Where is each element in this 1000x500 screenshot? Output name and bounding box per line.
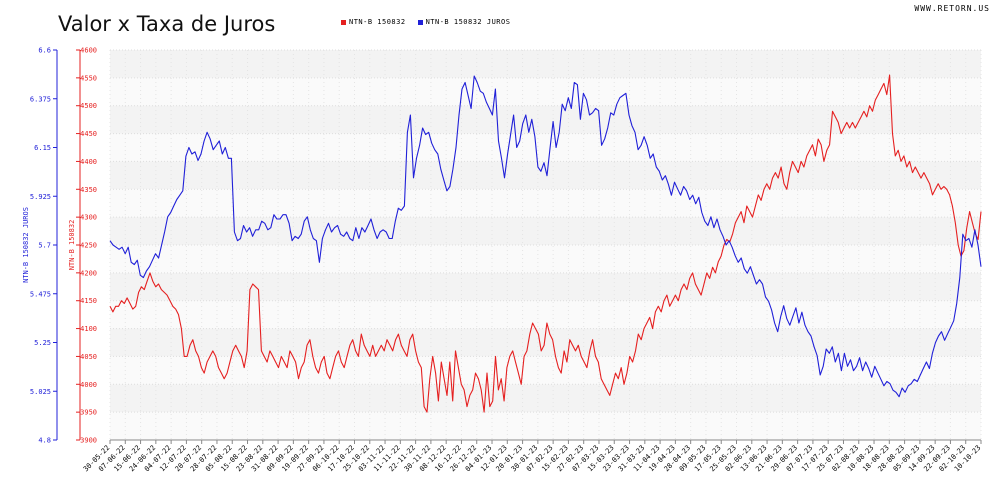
y-outer-axis-title: NTN-B 150832 JUROS [22,207,30,283]
y-inner-tick-label: 4150 [80,297,97,305]
y-inner-tick-label: 4600 [80,47,97,55]
legend-label-price: NTN-B 150832 [349,18,406,26]
y-outer-tick-label: 5.025 [30,388,51,396]
y-outer-tick-label: 6.15 [34,144,51,152]
plot-band [110,272,981,301]
legend-label-rate: NTN-B 150832 JUROS [425,18,511,26]
plot-band [110,77,981,106]
y-outer-tick-label: 5.25 [34,339,51,347]
y-inner-tick-label: 4350 [80,186,97,194]
y-inner-tick-label: 4550 [80,74,97,82]
legend-item-price: NTN-B 150832 [341,18,406,26]
plot-band [110,133,981,162]
y-inner-tick-label: 4250 [80,242,97,250]
y-inner-tick-label: 4200 [80,269,97,277]
y-inner-tick-label: 4100 [80,325,97,333]
y-inner-tick-label: 4000 [80,381,97,389]
y-inner-axis-title: NTN-B 150832 [68,220,76,271]
legend: NTN-B 150832 NTN-B 150832 JUROS [341,18,510,26]
y-outer-tick-label: 5.475 [30,290,51,298]
y-inner-tick-label: 3950 [80,409,97,417]
plot-band [110,217,981,245]
y-outer-tick-label: 5.925 [30,193,51,201]
plot-band [110,105,981,134]
legend-item-rate: NTN-B 150832 JUROS [417,18,511,26]
plot-band [110,245,981,273]
plot-band [110,412,981,440]
plot-band [110,161,981,190]
chart-title: Valor x Taxa de Juros [58,12,276,36]
y-outer-tick-label: 6.6 [38,47,51,55]
plot-band [110,300,981,329]
y-inner-tick-label: 4300 [80,214,97,222]
plot-band [110,384,981,413]
y-outer-tick-label: 6.375 [30,95,51,103]
y-outer-tick-label: 4.8 [38,437,51,445]
y-outer-tick-label: 5.7 [38,242,51,250]
y-inner-tick-label: 4500 [80,102,97,110]
series-line-price [109,74,982,413]
plot-band [110,50,981,78]
y-inner-tick-label: 3900 [80,437,97,445]
plot-band [110,189,981,218]
series-line-rate [109,75,982,398]
y-inner-tick-label: 4050 [80,353,97,361]
y-inner-tick-label: 4400 [80,158,97,166]
legend-swatch-rate [417,19,423,25]
legend-swatch-price [341,19,346,25]
y-inner-tick-label: 4450 [80,130,97,138]
site-link[interactable]: WWW.RETORN.US [914,4,990,13]
